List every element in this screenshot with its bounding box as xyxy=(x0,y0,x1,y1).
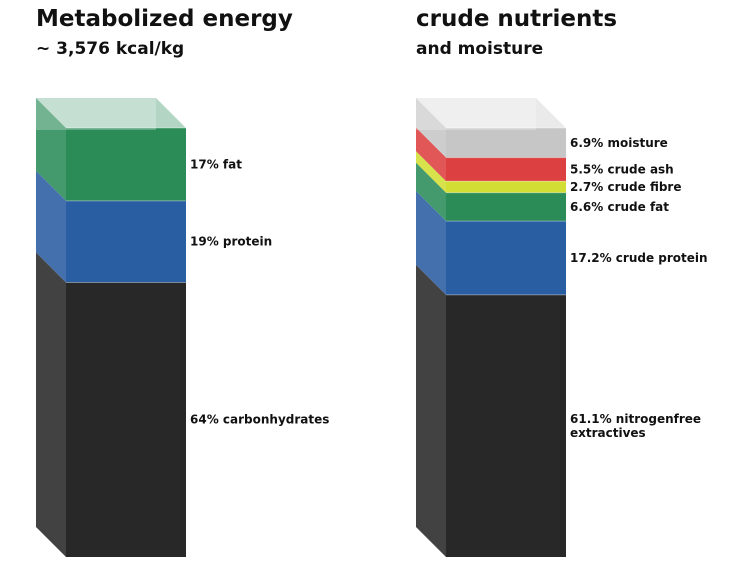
chart-2-segment-label-1: 5.5% crude ash xyxy=(570,162,674,176)
chart-2-segment-label-2: 2.7% crude fibre xyxy=(570,180,681,194)
chart-2-segment-2 xyxy=(446,181,566,193)
chart-1-bar: 17% fat 19% protein 64% carbonhydrates xyxy=(36,98,329,557)
chart-2-segment-label-0: 6.9% moisture xyxy=(570,136,668,150)
chart-2-top-highlight xyxy=(416,98,536,130)
chart-1-segment-side-1 xyxy=(36,170,66,283)
chart-1-segment-label-1: 19% protein xyxy=(190,235,272,249)
chart-1-segment-1 xyxy=(66,200,186,283)
chart-2-segment-side-2 xyxy=(416,151,446,193)
chart-2-segment-4 xyxy=(446,221,566,295)
chart-2-title: crude nutrients xyxy=(416,6,617,32)
chart-1-segment-side-2 xyxy=(36,252,66,557)
chart-2-segment-label-5: 61.1% nitrogenfree extractives xyxy=(570,412,701,440)
chart-1-top-highlight xyxy=(36,98,156,130)
chart-2-segment-label-4: 17.2% crude protein xyxy=(570,251,708,265)
chart-2-segment-1 xyxy=(446,157,566,182)
chart-1-top-cap xyxy=(36,98,186,128)
chart-2-top-cap xyxy=(416,98,566,128)
chart-2-segment-side-5 xyxy=(416,264,446,557)
chart-2-bar: 6.9% moisture 5.5% crude ash 2.7% crude fi… xyxy=(416,98,708,557)
chart-1-segment-label-2: 64% carbonhydrates xyxy=(190,413,329,427)
chart-1-segment-2 xyxy=(66,282,186,557)
chart-1-segment-side-0 xyxy=(36,98,66,201)
chart-1-title: Metabolized energy xyxy=(36,6,293,32)
chart-2-segment-label-3: 6.6% crude fat xyxy=(570,200,669,214)
chart-2-segment-0 xyxy=(446,128,566,158)
chart-2-segment-side-0 xyxy=(416,98,446,158)
chart-2-segment-3 xyxy=(446,192,566,222)
chart-1-subtitle: ~ 3,576 kcal/kg xyxy=(36,39,184,59)
chart-1-segment-0 xyxy=(66,128,186,201)
chart-2-segment-side-1 xyxy=(416,127,446,182)
chart-2-segment-side-3 xyxy=(416,162,446,222)
chart-2-subtitle: and moisture xyxy=(416,39,543,59)
chart-1-segment-label-0: 17% fat xyxy=(190,157,242,171)
chart-2-segment-5 xyxy=(446,294,566,557)
chart-2-segment-side-4 xyxy=(416,191,446,295)
